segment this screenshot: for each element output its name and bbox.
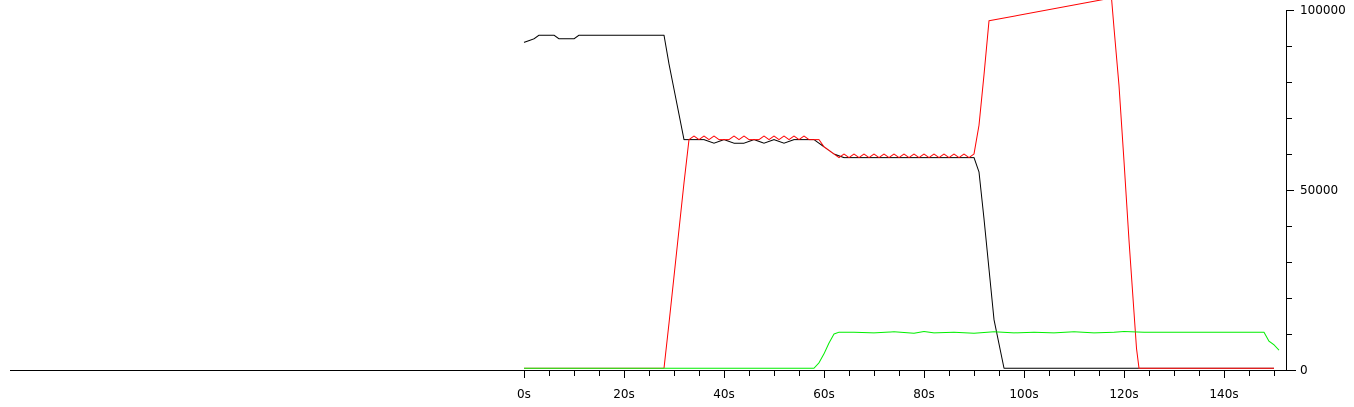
series-line-3 (524, 331, 1280, 369)
x-tick-label: 60s (813, 387, 835, 401)
x-tick-label: 140s (1209, 387, 1238, 401)
series-line-1 (523, 34, 1274, 369)
series-layer (523, 0, 1280, 369)
x-tick-label: 80s (913, 387, 935, 401)
x-tick-label: 100s (1009, 387, 1038, 401)
x-ticks-layer: 0s 20s 40s 60s 80s 100s 120s 140s (517, 370, 1275, 401)
x-tick-label: 120s (1109, 387, 1138, 401)
x-tick-label: 40s (713, 387, 735, 401)
series-line-2 (524, 0, 1274, 369)
y-tick-label: 50000 (1300, 183, 1338, 197)
axes-layer (10, 10, 1296, 371)
x-tick-label: 20s (613, 387, 635, 401)
x-tick-label: 0s (517, 387, 531, 401)
y-ticks-layer: 0 50000 100000 (1286, 3, 1346, 377)
y-tick-label: 0 (1300, 363, 1308, 377)
y-tick-label: 100000 (1300, 3, 1346, 17)
